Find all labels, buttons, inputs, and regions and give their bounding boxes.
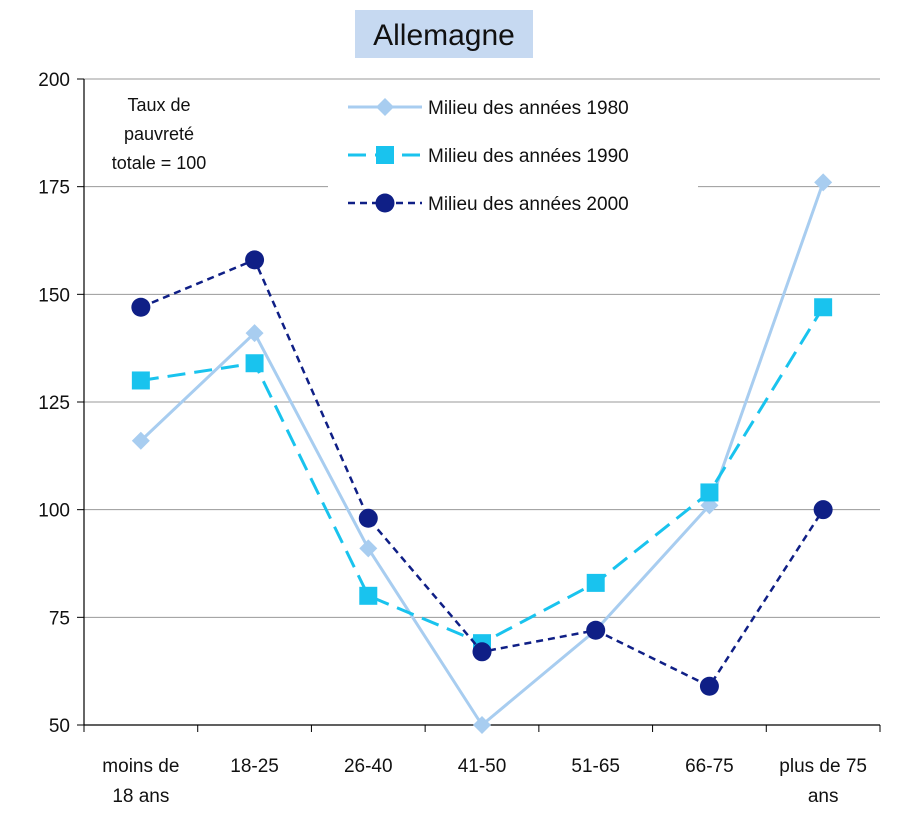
y-tick-label: 175 — [38, 178, 70, 199]
x-tick-label: 26-40 — [344, 756, 393, 777]
legend: Milieu des années 1980 Milieu des années … — [328, 84, 698, 226]
data-point-marker — [131, 297, 151, 317]
data-point-marker — [131, 371, 150, 390]
data-point-marker — [814, 298, 833, 317]
y-tick-label: 125 — [38, 393, 70, 414]
data-point-marker — [358, 508, 378, 528]
data-point-marker — [699, 676, 719, 696]
legend-label: Milieu des années 1980 — [428, 98, 629, 119]
data-point-marker — [359, 586, 378, 605]
legend-marker — [375, 193, 395, 213]
data-point-marker — [245, 250, 265, 270]
data-point-marker — [473, 716, 491, 734]
chart-title: Allemagne — [355, 10, 533, 58]
data-point-marker — [813, 500, 833, 520]
legend-label: Milieu des années 2000 — [428, 194, 629, 215]
data-point-marker — [359, 539, 378, 558]
x-tick-label: 51-65 — [571, 756, 620, 777]
data-point-marker — [586, 573, 605, 592]
legend-item: Milieu des années 2000 — [348, 193, 629, 215]
data-point-marker — [472, 642, 492, 662]
data-point-marker — [586, 620, 606, 640]
y-tick-labels: 50 75 100 125 150 175 200 — [38, 70, 70, 737]
y-tick-label: 100 — [38, 501, 70, 522]
legend-label: Milieu des années 1990 — [428, 146, 629, 167]
legend-item: Milieu des années 1980 — [348, 98, 629, 119]
data-point-marker — [245, 354, 264, 373]
y-tick-label: 150 — [38, 285, 70, 306]
x-tick-label: 66-75 — [685, 756, 734, 777]
series-layer — [131, 173, 833, 734]
data-point-marker — [814, 173, 833, 192]
data-point-marker — [245, 324, 264, 343]
legend-marker — [376, 146, 394, 164]
y-tick-label: 200 — [38, 70, 70, 91]
gridlines — [84, 78, 880, 618]
annotation-note: Taux de pauvreté totale = 100 — [88, 88, 230, 186]
series-3 — [131, 250, 833, 696]
y-tick-label: 75 — [49, 608, 70, 629]
x-tick-label: 18-25 — [230, 756, 279, 777]
chart-title-background — [355, 10, 533, 58]
data-point-marker — [700, 483, 719, 502]
x-tick-label: moins de 18 ans — [102, 756, 179, 807]
x-tick-labels: moins de 18 ans 18-25 26-40 41-50 51-65 66-75 p… — [102, 756, 867, 807]
series-line — [140, 306, 825, 645]
annotation-text: Taux de pauvreté totale = 100 — [112, 95, 207, 173]
data-point-marker — [131, 431, 150, 450]
legend-item: Milieu des années 1990 — [348, 146, 629, 167]
annotation-background — [88, 88, 230, 186]
y-tick-label: 50 — [49, 716, 70, 737]
legend-marker — [376, 98, 394, 116]
chart-title-text: Allemagne — [373, 19, 515, 52]
x-tick-label: plus de 75 ans — [779, 756, 867, 807]
x-tick-label: 41-50 — [458, 756, 507, 777]
